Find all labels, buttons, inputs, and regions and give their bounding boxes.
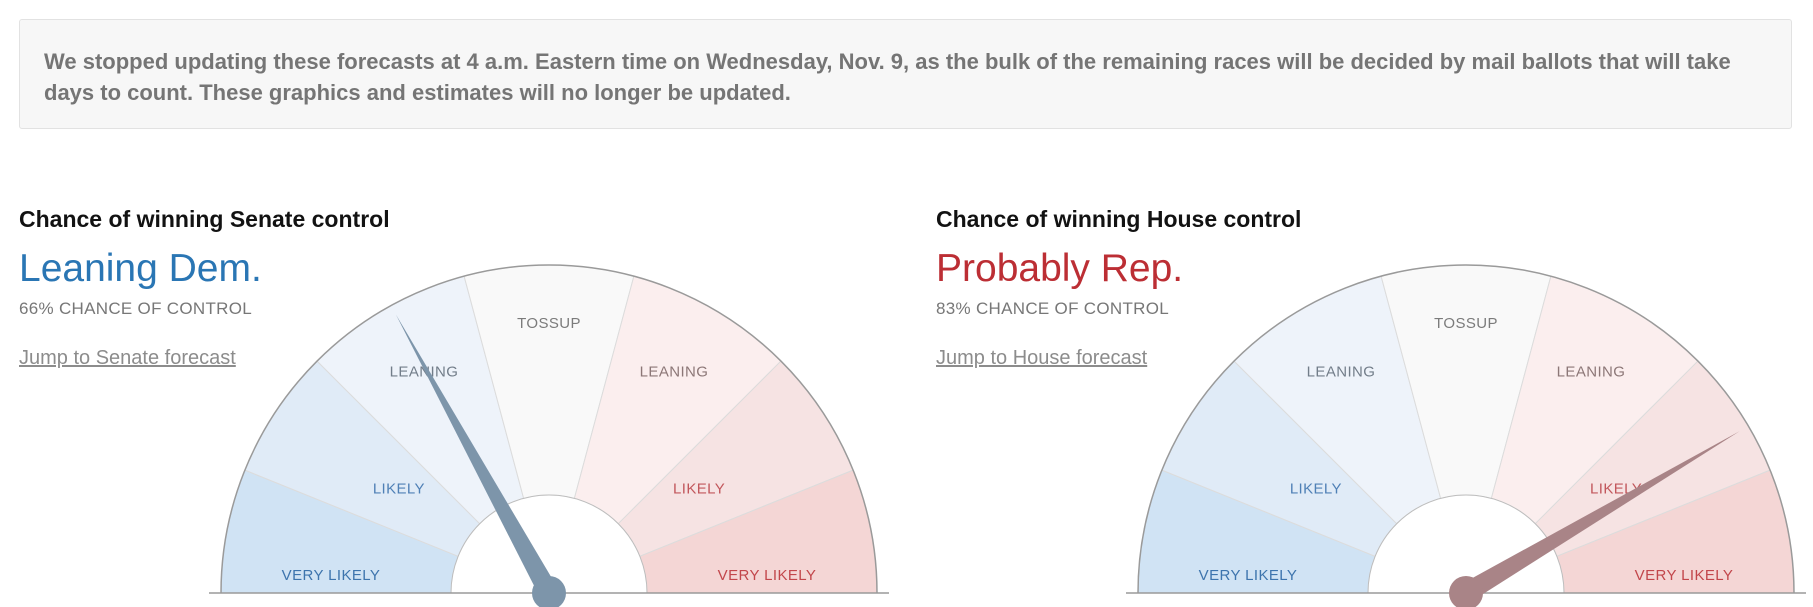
senate-gauge-label-5: LEANING [640, 363, 709, 380]
jump-to-senate-forecast-link[interactable]: Jump to Senate forecast [19, 347, 236, 369]
house-gauge-needle-pivot [1449, 576, 1483, 607]
house-control-gauge: VERY LIKELYLIKELYLEANINGTOSSUPLEANINGLIK… [1126, 264, 1806, 607]
senate-gauge-needle-pivot [532, 576, 566, 607]
senate-gauge-label-7: VERY LIKELY [718, 567, 817, 584]
house-verdict: Probably Rep. [936, 247, 1184, 290]
senate-panel-title: Chance of winning Senate control [19, 206, 390, 232]
senate-gauge-outline [220, 264, 878, 594]
senate-chance-of-control: 66% CHANCE OF CONTROL [19, 299, 253, 318]
senate-gauge-hub [450, 494, 648, 594]
house-gauge-label-5: LEANING [1557, 363, 1626, 380]
house-gauge-label-7: VERY LIKELY [1635, 567, 1734, 584]
house-gauge-needle [1460, 431, 1740, 602]
senate-gauge-needle [395, 314, 558, 598]
forecast-notice: We stopped updating these forecasts at 4… [19, 19, 1792, 129]
house-forecast-panel: Chance of winning House control Probably… [936, 203, 1813, 607]
house-gauge-label-1: VERY LIKELY [1199, 567, 1298, 584]
notice-text: We stopped updating these forecasts at 4… [44, 49, 1731, 105]
house-gauge-label-3: LEANING [1307, 363, 1376, 380]
senate-forecast-panel: Chance of winning Senate control Leaning… [19, 203, 899, 607]
house-gauge-outline [1137, 264, 1795, 594]
senate-gauge-label-3: LEANING [390, 363, 459, 380]
senate-gauge-label-1: VERY LIKELY [282, 567, 381, 584]
senate-control-gauge: VERY LIKELY LIKELY LEANING TOSSUP LEANING LIK… [209, 264, 889, 607]
house-panel-title: Chance of winning House control [936, 206, 1302, 232]
senate-verdict: Leaning Dem. [19, 247, 262, 290]
senate-gauge-label-2: LIKELY [373, 481, 425, 498]
jump-to-house-forecast-link[interactable]: Jump to House forecast [936, 347, 1148, 369]
senate-gauge-label-6: LIKELY [673, 481, 725, 498]
house-gauge-label-4: TOSSUP [1434, 315, 1498, 332]
senate-gauge-label-4: TOSSUP [517, 315, 581, 332]
house-chance-of-control: 83% CHANCE OF CONTROL [936, 299, 1170, 318]
house-gauge-label-2: LIKELY [1290, 481, 1342, 498]
